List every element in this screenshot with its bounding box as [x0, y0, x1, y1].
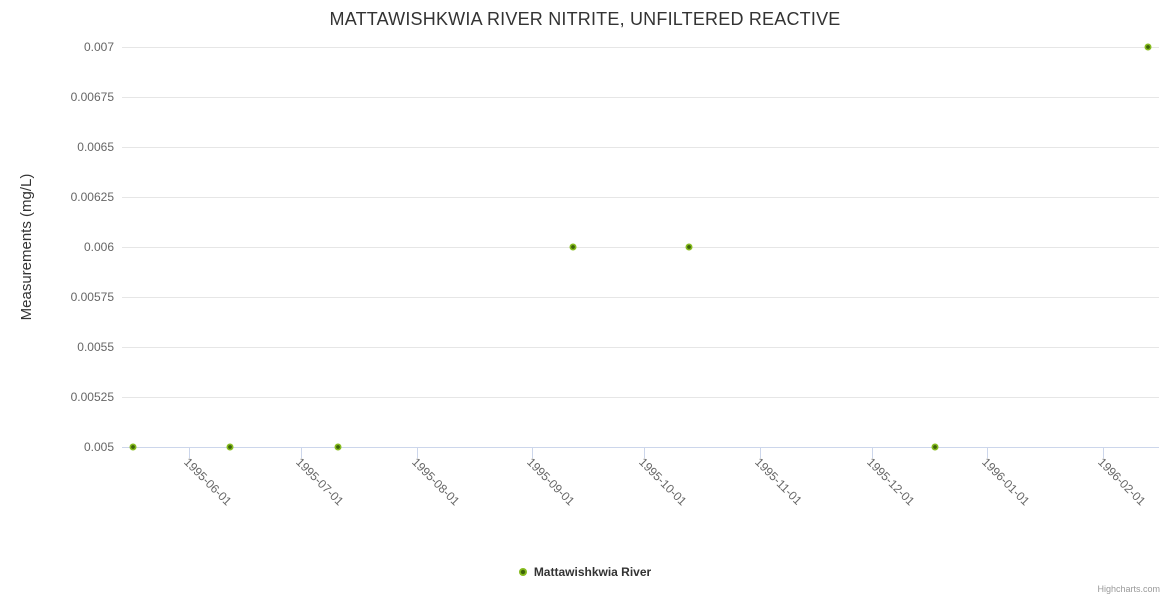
- x-axis-tick: [532, 448, 533, 458]
- y-axis-label: 0.00625: [70, 190, 114, 204]
- y-gridline: [122, 197, 1159, 198]
- x-axis-label: 1995-08-01: [409, 455, 463, 509]
- x-axis-label: 1995-12-01: [864, 455, 918, 509]
- y-axis-label: 0.00575: [70, 290, 114, 304]
- data-point[interactable]: [226, 443, 234, 451]
- y-gridline: [122, 97, 1159, 98]
- x-axis-tick: [987, 448, 988, 458]
- data-point[interactable]: [931, 443, 939, 451]
- legend-label: Mattawishkwia River: [533, 565, 652, 579]
- y-axis-label: 0.00675: [70, 90, 114, 104]
- x-axis-tick: [417, 448, 418, 458]
- x-axis-label: 1995-07-01: [293, 455, 347, 509]
- x-axis-line: [122, 447, 1159, 448]
- chart-title: MATTAWISHKWIA RIVER NITRITE, UNFILTERED …: [329, 9, 841, 29]
- data-point[interactable]: [334, 443, 342, 451]
- x-axis-tick: [189, 448, 190, 458]
- y-gridline: [122, 297, 1159, 298]
- data-point[interactable]: [569, 243, 577, 251]
- x-axis-tick: [872, 448, 873, 458]
- x-axis-label: 1996-02-01: [1095, 455, 1149, 509]
- x-axis-label: 1995-09-01: [524, 455, 578, 509]
- x-axis-tick: [644, 448, 645, 458]
- y-gridline: [122, 397, 1159, 398]
- y-gridline: [122, 147, 1159, 148]
- legend-item-mattawishkwia-river[interactable]: Mattawishkwia River: [518, 565, 652, 579]
- legend-marker-icon: [518, 568, 527, 576]
- x-axis-tick: [760, 448, 761, 458]
- legend: Mattawishkwia River: [0, 563, 1170, 581]
- y-gridline: [122, 347, 1159, 348]
- x-axis-tick: [1103, 448, 1104, 458]
- x-axis-label: 1996-01-01: [979, 455, 1033, 509]
- data-point[interactable]: [1144, 43, 1152, 51]
- y-gridline: [122, 47, 1159, 48]
- x-axis-label: 1995-06-01: [181, 455, 235, 509]
- x-axis-label: 1995-10-01: [636, 455, 690, 509]
- x-axis-tick: [301, 448, 302, 458]
- data-point[interactable]: [129, 443, 137, 451]
- y-axis-label: 0.00525: [70, 390, 114, 404]
- y-axis-label: 0.0065: [77, 140, 114, 154]
- y-axis-label: 0.007: [83, 40, 114, 54]
- data-point[interactable]: [685, 243, 693, 251]
- y-axis-label: 0.0055: [77, 340, 114, 354]
- y-gridline: [122, 247, 1159, 248]
- y-axis-label: 0.005: [83, 440, 114, 454]
- highcharts-credits-link[interactable]: Highcharts.com: [1097, 584, 1160, 594]
- x-axis-label: 1995-11-01: [752, 455, 805, 508]
- y-axis-label: 0.006: [83, 240, 114, 254]
